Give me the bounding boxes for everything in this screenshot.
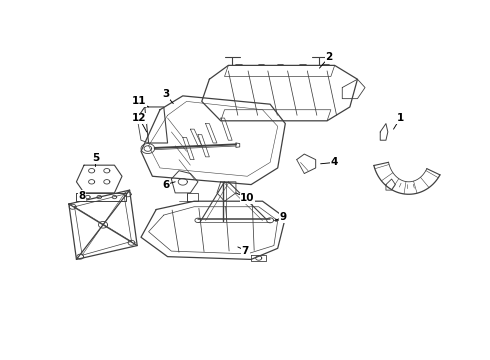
Text: 8: 8 — [78, 191, 86, 201]
Text: 3: 3 — [162, 90, 173, 104]
Text: 5: 5 — [92, 153, 99, 167]
Text: 10: 10 — [236, 193, 255, 203]
Text: 11: 11 — [132, 96, 148, 107]
Text: 2: 2 — [319, 52, 333, 68]
Text: 6: 6 — [162, 180, 175, 190]
Text: 7: 7 — [238, 246, 249, 256]
Text: 12: 12 — [132, 113, 147, 132]
Text: 9: 9 — [276, 212, 287, 222]
Text: 4: 4 — [320, 157, 339, 167]
Text: 1: 1 — [393, 113, 404, 129]
